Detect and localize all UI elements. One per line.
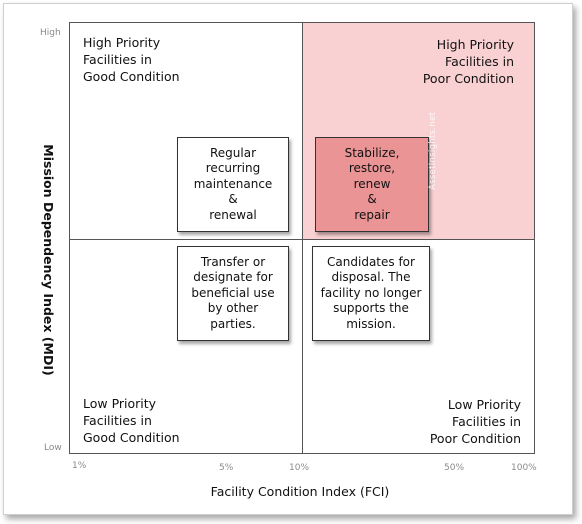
x-tick-50: 50% (444, 463, 465, 473)
action-box-disposal-text: Candidates for disposal. The facility no… (320, 254, 422, 331)
x-tick-5: 5% (219, 463, 234, 473)
action-box-disposal: Candidates for disposal. The facility no… (312, 246, 430, 341)
action-box-stabilize: Stabilize, restore, renew & repair (315, 137, 429, 232)
action-box-maintenance-text: Regular recurring maintenance & renewal (193, 145, 273, 222)
x-axis-label: Facility Condition Index (FCI) (210, 484, 390, 499)
action-box-maintenance: Regular recurring maintenance & renewal (177, 137, 289, 232)
horizontal-divider (70, 239, 534, 240)
y-tick-high: High (40, 28, 61, 38)
x-tick-1: 1% (72, 461, 87, 471)
y-axis-label: Mission Dependency Index (MDI) (41, 144, 56, 376)
quadrant-label-top-right: High Priority Facilities in Poor Conditi… (422, 37, 514, 86)
quadrant-label-bottom-right: Low Priority Facilities in Poor Conditio… (429, 397, 521, 446)
y-tick-low: Low (44, 443, 62, 453)
priority-matrix: High Priority Facilities in Good Conditi… (69, 22, 535, 454)
action-box-transfer-text: Transfer or designate for beneficial use… (191, 254, 275, 331)
x-tick-10: 10% (289, 463, 310, 473)
vertical-divider (302, 23, 303, 453)
x-tick-100: 100% (511, 463, 537, 473)
watermark: AssetInsights.net (428, 111, 438, 190)
quadrant-label-top-left: High Priority Facilities in Good Conditi… (83, 35, 180, 84)
quadrant-label-bottom-left: Low Priority Facilities in Good Conditio… (83, 396, 180, 445)
action-box-stabilize-text: Stabilize, restore, renew & repair (344, 145, 400, 222)
action-box-transfer: Transfer or designate for beneficial use… (177, 246, 289, 341)
